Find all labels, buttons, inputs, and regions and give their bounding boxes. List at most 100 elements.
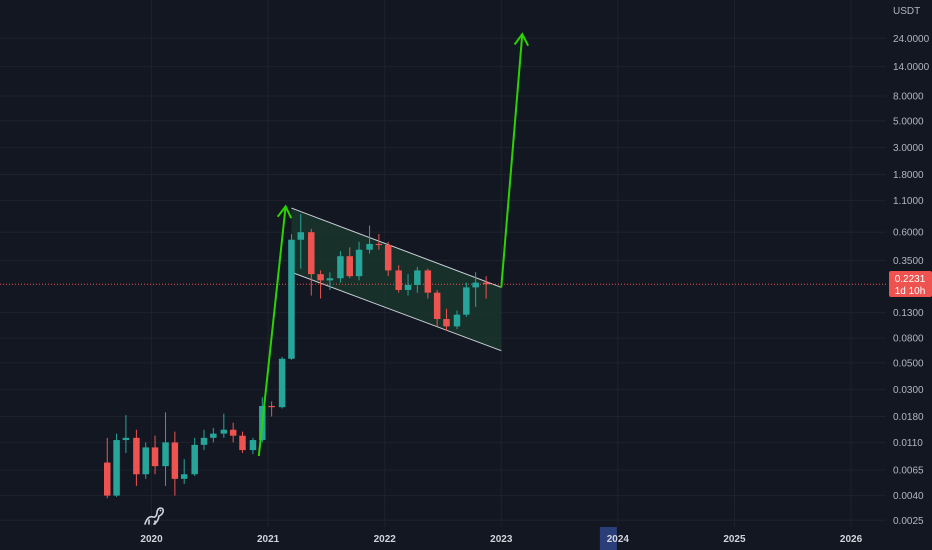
candle	[162, 412, 169, 486]
tradingview-logo-icon[interactable]	[142, 505, 166, 527]
price-tick-label: 0.0040	[893, 491, 924, 502]
candle	[482, 276, 490, 299]
candle-body	[453, 314, 461, 327]
time-tick-label: 2024	[607, 534, 630, 545]
candle-body	[326, 278, 334, 281]
candle-body	[268, 405, 275, 408]
candle-body	[180, 474, 188, 479]
candle-body	[366, 243, 373, 250]
price-tick-label: 0.0065	[893, 466, 924, 477]
candle	[210, 427, 217, 443]
forecast-arrow[interactable]	[257, 204, 293, 457]
forecast-arrow[interactable]	[500, 32, 530, 288]
candle-countdown: 1d 10h	[895, 286, 926, 297]
candle	[229, 422, 237, 443]
candle-body	[308, 232, 315, 275]
candle-body	[384, 245, 392, 271]
price-tick-label: 0.0180	[893, 412, 924, 423]
price-tick-label: 0.6000	[893, 228, 924, 239]
candle	[424, 268, 432, 299]
candle-body	[249, 440, 257, 451]
channel-upper-line[interactable]	[291, 207, 502, 288]
candle-body	[122, 437, 130, 441]
time-tick-label: 2020	[140, 534, 163, 545]
candle	[191, 437, 198, 477]
candle-body	[229, 429, 237, 436]
currency-label: USDT	[893, 6, 920, 17]
candle	[268, 401, 275, 417]
candle	[414, 266, 421, 293]
price-tick-label: 0.0300	[893, 385, 924, 396]
candle	[433, 289, 441, 327]
price-tick-label: 8.0000	[893, 92, 924, 103]
price-tick-label: 0.0025	[893, 516, 924, 527]
candle	[443, 308, 450, 331]
candle	[151, 435, 159, 475]
candle	[249, 437, 257, 455]
candle-body	[191, 444, 198, 475]
candle	[346, 247, 353, 279]
candle-body	[404, 284, 412, 290]
arrow-shaft	[257, 206, 287, 457]
candle-body	[375, 243, 383, 246]
candle-body	[171, 442, 179, 479]
arrow-head	[513, 32, 530, 47]
candle	[297, 213, 305, 269]
candle-body	[200, 437, 208, 445]
candle-body	[355, 249, 363, 277]
candle	[104, 437, 111, 499]
arrow-head	[276, 204, 293, 219]
candle	[404, 274, 412, 296]
candle	[113, 433, 120, 497]
candle-body	[482, 282, 490, 285]
candle-body	[317, 274, 324, 281]
forecast-arrows[interactable]	[257, 32, 530, 457]
candle	[288, 233, 295, 360]
candle	[171, 431, 179, 496]
time-tick-label: 2022	[374, 534, 397, 545]
candle-body	[463, 287, 470, 315]
last-price-value: 0.2231	[895, 274, 926, 285]
candle-body	[395, 270, 402, 290]
price-axis[interactable]: USDT 24.0000 14.0000 8.0000 5.0000 3.0000 1.8…	[893, 6, 930, 527]
candle-body	[278, 358, 286, 408]
candle	[308, 228, 315, 296]
time-axis[interactable]: 2020 2021 2022 2023 2024 2025 2026	[140, 534, 862, 545]
candle	[463, 282, 470, 317]
price-tick-label: 5.0000	[893, 116, 924, 127]
candle-body	[113, 440, 120, 496]
candle-body	[151, 447, 159, 467]
candle-body	[142, 447, 149, 475]
time-tick-label: 2023	[490, 534, 513, 545]
candle-body	[337, 256, 344, 279]
candle	[453, 310, 461, 330]
candle	[472, 272, 479, 307]
candle-body	[424, 270, 432, 293]
channel-lower-line[interactable]	[291, 271, 502, 352]
price-tick-label: 24.0000	[893, 34, 930, 45]
candles	[104, 213, 490, 499]
candle-body	[104, 462, 111, 496]
candle	[384, 241, 392, 277]
price-tick-label: 0.3500	[893, 256, 924, 267]
price-tick-label: 0.1300	[893, 308, 924, 319]
candle-body	[297, 232, 305, 240]
candle-body	[472, 282, 479, 288]
candle-body	[239, 435, 246, 451]
candle	[278, 356, 286, 409]
price-tick-label: 1.1000	[893, 196, 924, 207]
candle	[122, 415, 130, 453]
candle-body	[162, 442, 169, 467]
candle	[180, 459, 188, 484]
candle	[355, 241, 363, 281]
price-tick-label: 14.0000	[893, 62, 930, 73]
candle-body	[220, 429, 228, 434]
candle	[142, 442, 149, 479]
candle	[239, 431, 246, 453]
candle-body	[288, 239, 295, 359]
candle-body	[414, 270, 421, 285]
candle	[200, 429, 208, 451]
candle-body	[346, 256, 353, 277]
time-tick-label: 2021	[257, 534, 280, 545]
